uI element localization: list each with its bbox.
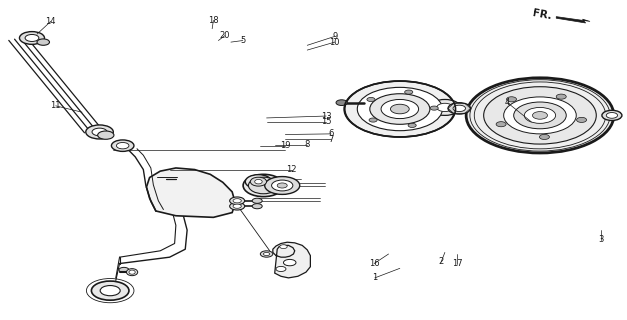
Circle shape [260,251,273,257]
Polygon shape [556,17,590,23]
Circle shape [233,204,241,208]
Circle shape [483,87,596,144]
Text: 5: 5 [240,36,245,45]
Circle shape [503,97,576,134]
Circle shape [496,122,506,127]
Ellipse shape [245,175,271,189]
Circle shape [277,183,287,188]
Circle shape [524,108,556,123]
Circle shape [252,204,262,209]
Circle shape [367,97,375,101]
Circle shape [283,260,296,266]
Circle shape [381,100,419,119]
Circle shape [112,140,134,151]
Circle shape [539,134,549,140]
Circle shape [345,81,455,137]
Circle shape [100,285,120,296]
Circle shape [369,118,377,122]
Text: 2: 2 [438,258,444,267]
Text: 4: 4 [505,98,510,107]
Circle shape [577,117,587,123]
Text: 8: 8 [305,140,310,149]
Circle shape [453,105,465,112]
Circle shape [263,252,270,256]
Ellipse shape [127,269,138,276]
Circle shape [265,177,300,195]
Circle shape [357,87,443,131]
Circle shape [252,198,262,203]
Circle shape [92,128,107,136]
Text: 7: 7 [329,135,334,144]
Text: 11: 11 [51,101,61,110]
Circle shape [19,32,45,44]
Circle shape [391,104,409,114]
Circle shape [404,90,413,94]
Polygon shape [273,242,310,278]
Circle shape [37,39,50,45]
Text: 13: 13 [320,112,331,121]
Text: 14: 14 [46,17,56,26]
Text: 12: 12 [287,165,297,174]
Ellipse shape [248,177,278,194]
Circle shape [370,94,430,124]
Circle shape [98,131,114,139]
Text: 16: 16 [369,259,379,268]
Circle shape [117,142,129,149]
Text: 18: 18 [208,16,219,25]
Circle shape [25,35,39,42]
Text: 6: 6 [329,129,334,138]
Text: 3: 3 [599,235,604,244]
Circle shape [92,281,129,300]
Circle shape [556,94,566,99]
Circle shape [507,97,517,102]
Circle shape [448,103,470,114]
Ellipse shape [255,180,262,184]
Circle shape [430,106,438,110]
Ellipse shape [250,177,266,186]
Circle shape [408,123,416,127]
Circle shape [532,112,547,119]
Circle shape [233,199,241,203]
Circle shape [514,102,566,129]
Circle shape [276,267,286,271]
Text: 10: 10 [330,38,340,47]
Polygon shape [147,168,235,217]
Text: 19: 19 [280,141,290,150]
Circle shape [229,197,245,204]
Circle shape [336,100,347,106]
Circle shape [606,113,618,118]
Ellipse shape [129,270,135,274]
Circle shape [429,100,460,116]
Circle shape [280,245,287,249]
Circle shape [229,202,245,210]
Text: FR.: FR. [532,8,552,22]
Circle shape [466,78,614,153]
Circle shape [437,103,453,112]
Circle shape [602,110,622,121]
Text: 9: 9 [332,32,337,41]
Text: 17: 17 [452,259,463,268]
Circle shape [119,268,129,272]
Circle shape [86,125,113,139]
Text: 20: 20 [219,31,230,40]
Ellipse shape [243,174,284,197]
Text: 15: 15 [321,117,331,126]
Text: 1: 1 [372,273,377,282]
Circle shape [271,180,293,191]
